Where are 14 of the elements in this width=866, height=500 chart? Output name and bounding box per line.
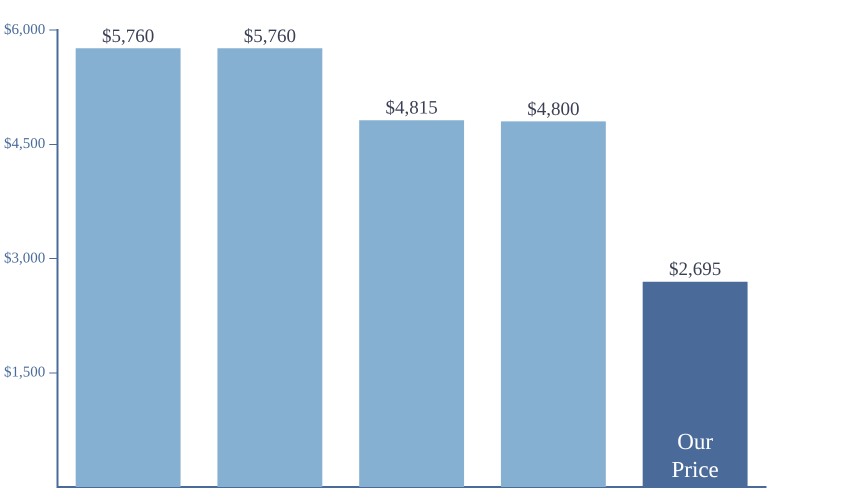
data-label: $5,760 [102, 26, 154, 47]
y-tick-label: $3,000 [4, 250, 46, 266]
bar [76, 48, 181, 487]
bar [217, 48, 322, 487]
y-tick-label: $4,500 [4, 136, 46, 152]
y-tick-label: $1,500 [4, 364, 46, 381]
data-label: $4,800 [527, 98, 580, 120]
bar [500, 121, 606, 487]
y-tick-label: $6,000 [4, 22, 46, 38]
data-label: $2,695 [669, 259, 722, 280]
data-label: $5,760 [244, 26, 296, 47]
data-label: $4,815 [386, 98, 438, 119]
bar [359, 120, 464, 487]
x-tick-label: Our Price [671, 429, 719, 482]
